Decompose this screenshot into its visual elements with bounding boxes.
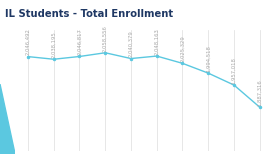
Text: 1,994,518: 1,994,518 bbox=[206, 45, 211, 72]
Text: IL Students - Total Enrollment: IL Students - Total Enrollment bbox=[5, 9, 173, 19]
Polygon shape bbox=[0, 84, 15, 154]
Text: 2,046,817: 2,046,817 bbox=[77, 28, 82, 55]
Text: 2,058,556: 2,058,556 bbox=[103, 25, 108, 52]
Text: 2,038,195: 2,038,195 bbox=[51, 31, 56, 58]
Text: 2,040,379: 2,040,379 bbox=[129, 31, 133, 57]
Text: 2,025,329: 2,025,329 bbox=[180, 35, 185, 62]
Text: 2,048,163: 2,048,163 bbox=[154, 28, 159, 55]
Text: 2,046,492: 2,046,492 bbox=[25, 29, 30, 55]
Text: 1,887,316: 1,887,316 bbox=[257, 79, 262, 106]
Text: 1,957,018: 1,957,018 bbox=[232, 57, 236, 84]
